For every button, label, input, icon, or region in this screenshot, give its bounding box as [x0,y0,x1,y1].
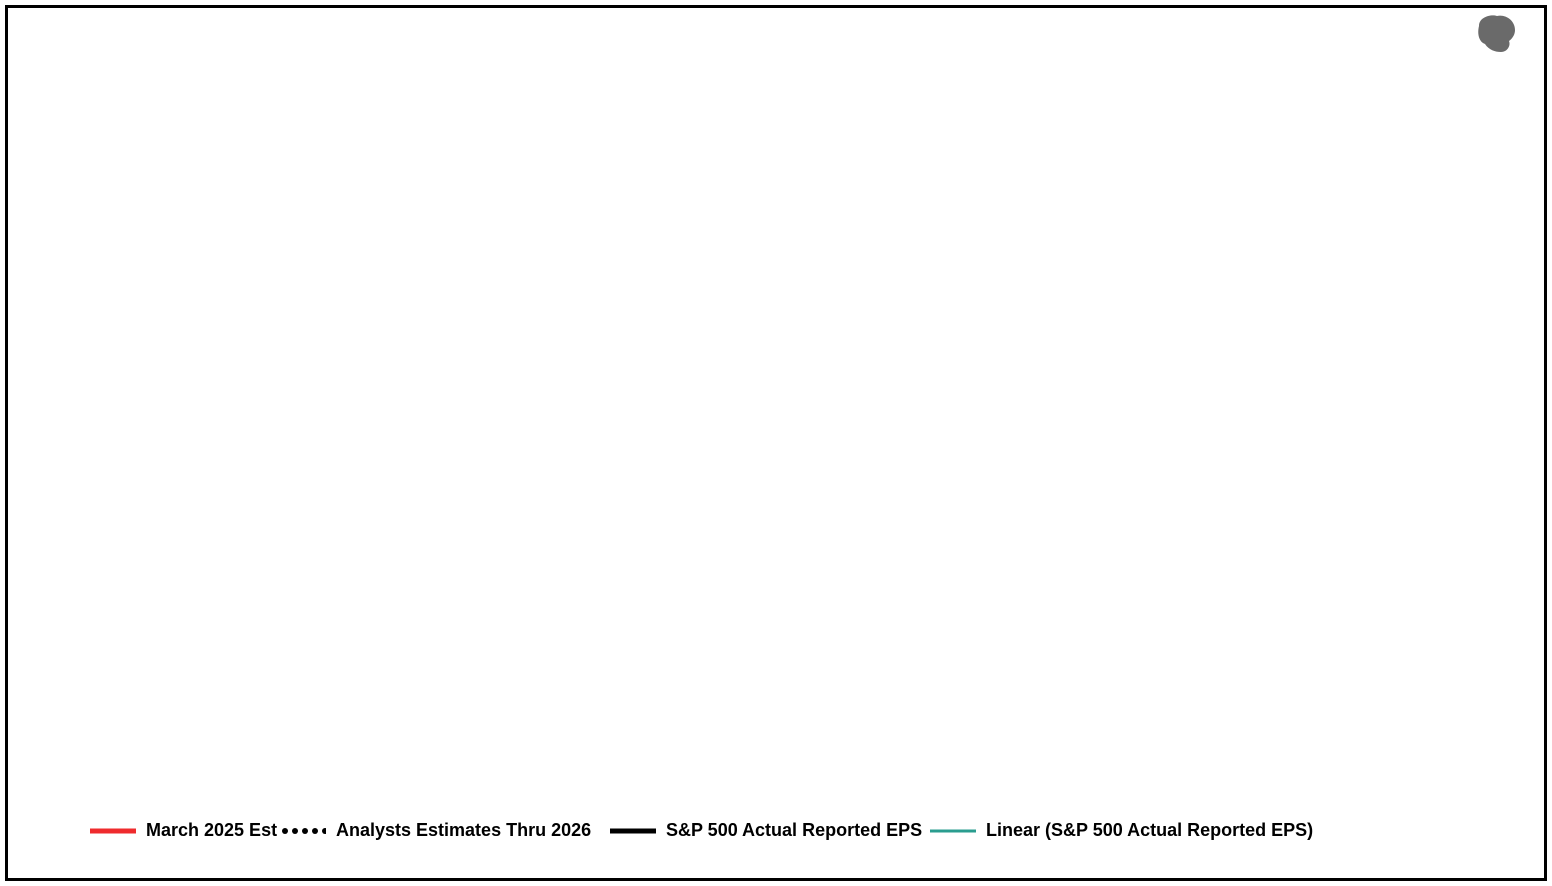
legend-item: S&P 500 Actual Reported EPS [610,820,922,841]
legend-label: S&P 500 Actual Reported EPS [666,820,922,841]
legend-label: Analysts Estimates Thru 2026 [336,820,591,841]
legend-item: Linear (S&P 500 Actual Reported EPS) [930,820,1313,841]
legend-item: Analysts Estimates Thru 2026 [280,820,591,841]
legend-item: March 2025 Est [90,820,277,841]
legend-label: Linear (S&P 500 Actual Reported EPS) [986,820,1313,841]
legend-label: March 2025 Est [146,820,277,841]
plot-svg [0,0,1552,886]
